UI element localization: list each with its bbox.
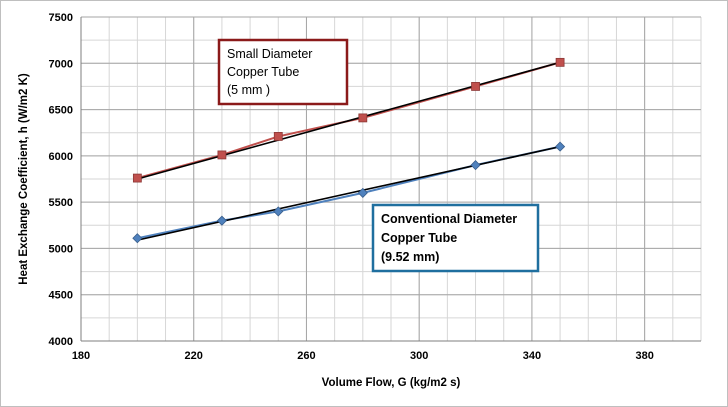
tick-labels: 180 220 260 300 340 380 4000 4500 5000 5500 6000 65… [49, 12, 654, 362]
data-point [273, 206, 284, 217]
x-tick-label: 180 [72, 350, 90, 362]
data-point [471, 82, 480, 91]
y-tick-label: 5500 [49, 197, 73, 209]
annotation-small-diameter: Small Diameter Copper Tube (5 mm ) [217, 38, 349, 106]
data-point [470, 160, 481, 171]
x-tick-label: 260 [297, 350, 315, 362]
y-tick-label: 7500 [49, 12, 73, 24]
data-point [357, 187, 368, 198]
x-tick-label: 340 [523, 350, 541, 362]
y-tick-label: 7000 [49, 58, 73, 70]
annotation-conventional-diameter-line-2: Copper Tube [381, 231, 457, 245]
y-tick-label: 4500 [49, 290, 73, 302]
data-point [555, 57, 565, 67]
annotation-conventional-diameter: Conventional Diameter Copper Tube (9.52 … [371, 203, 540, 273]
x-tick-label: 220 [185, 350, 203, 362]
grid [80, 16, 702, 342]
data-point [132, 173, 142, 183]
data-point [555, 141, 566, 152]
axes [80, 17, 701, 342]
annotation-small-diameter-line-1: Small Diameter [227, 47, 312, 61]
annotation-conventional-diameter-box [371, 203, 540, 273]
series-1 [132, 57, 565, 183]
y-axis-title: Heat Exchange Coefficient, h (W/m2 K) [18, 73, 30, 285]
series-2 [132, 141, 566, 244]
trendline [137, 61, 561, 180]
annotation-conventional-diameter-line-1: Conventional Diameter [381, 212, 517, 226]
x-tick-label: 300 [410, 350, 428, 362]
annotation-small-diameter-line-2: Copper Tube [227, 65, 299, 79]
y-tick-label: 4000 [49, 336, 73, 348]
trendline [137, 145, 561, 241]
annotation-small-diameter-line-3: (5 mm ) [227, 83, 270, 97]
annotation-conventional-diameter-line-3: (9.52 mm) [381, 250, 439, 264]
data-point [132, 233, 143, 244]
x-axis-title: Volume Flow, G (kg/m2 s) [322, 377, 461, 389]
y-tick-label: 5000 [49, 243, 73, 255]
series [132, 57, 566, 244]
y-tick-label: 6000 [49, 151, 73, 163]
data-point [216, 215, 227, 226]
y-tick-label: 6500 [49, 105, 73, 117]
x-tick-label: 380 [635, 350, 653, 362]
data-point [273, 132, 283, 141]
data-point [358, 113, 368, 123]
annotation-small-diameter-box [217, 38, 349, 106]
data-point [217, 150, 227, 160]
